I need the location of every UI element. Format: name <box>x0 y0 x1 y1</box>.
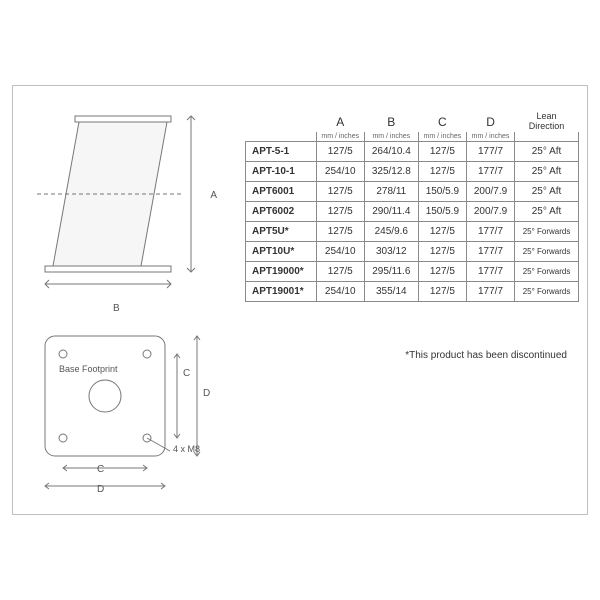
cell-d: 177/7 <box>466 141 514 161</box>
table-row: APT-5-1127/5264/10.4127/5177/725° Aft <box>246 141 579 161</box>
table-row: APT5U*127/5245/9.6127/5177/725° Forwards <box>246 221 579 241</box>
cell-model: APT6001 <box>246 181 317 201</box>
col-lean: LeanDirection <box>515 108 579 132</box>
cell-model: APT6002 <box>246 201 317 221</box>
cell-a: 254/10 <box>316 161 364 181</box>
cell-d: 177/7 <box>466 261 514 281</box>
table-row: APT10U*254/10303/12127/5177/725° Forward… <box>246 241 579 261</box>
cell-lean: 25° Aft <box>515 161 579 181</box>
cell-b: 245/9.6 <box>364 221 418 241</box>
table-units-row: mm / inches mm / inches mm / inches mm /… <box>246 132 579 142</box>
base-footprint-diagram: Base Footprint C D C D 4 x M8 <box>35 326 225 486</box>
col-d: D <box>466 108 514 132</box>
cell-a: 127/5 <box>316 201 364 221</box>
cell-lean: 25° Aft <box>515 201 579 221</box>
cell-c: 150/5.9 <box>418 201 466 221</box>
cell-c: 127/5 <box>418 261 466 281</box>
footnote: *This product has been discontinued <box>405 350 567 361</box>
cell-c: 127/5 <box>418 161 466 181</box>
cell-a: 127/5 <box>316 221 364 241</box>
tower-svg <box>35 108 205 298</box>
dim-c-v: C <box>183 368 190 379</box>
spec-table: A B C D LeanDirection mm / inches mm / i… <box>245 108 579 302</box>
cell-a: 254/10 <box>316 281 364 301</box>
cell-a: 127/5 <box>316 261 364 281</box>
cell-lean: 25° Aft <box>515 181 579 201</box>
col-a: A <box>316 108 364 132</box>
cell-d: 200/7.9 <box>466 201 514 221</box>
dim-c-h: C <box>97 464 104 475</box>
cell-lean: 25° Forwards <box>515 281 579 301</box>
cell-lean: 25° Forwards <box>515 221 579 241</box>
cell-b: 325/12.8 <box>364 161 418 181</box>
col-c: C <box>418 108 466 132</box>
cell-c: 127/5 <box>418 221 466 241</box>
tower-diagram: A B <box>35 108 205 298</box>
cell-a: 254/10 <box>316 241 364 261</box>
cell-a: 127/5 <box>316 181 364 201</box>
cell-b: 303/12 <box>364 241 418 261</box>
cell-model: APT5U* <box>246 221 317 241</box>
cell-lean: 25° Forwards <box>515 261 579 281</box>
dim-a-label: A <box>210 190 217 201</box>
cell-b: 290/11.4 <box>364 201 418 221</box>
cell-model: APT19000* <box>246 261 317 281</box>
cell-model: APT-10-1 <box>246 161 317 181</box>
cell-b: 278/11 <box>364 181 418 201</box>
table-row: APT19000*127/5295/11.6127/5177/725° Forw… <box>246 261 579 281</box>
cell-c: 127/5 <box>418 141 466 161</box>
table-header-letters: A B C D LeanDirection <box>246 108 579 132</box>
base-footprint-label: Base Footprint <box>59 364 118 374</box>
cell-d: 177/7 <box>466 281 514 301</box>
page-frame: A B <box>12 85 588 515</box>
dim-d-h: D <box>97 484 104 495</box>
bolt-note: 4 x M8 <box>173 444 200 454</box>
col-b: B <box>364 108 418 132</box>
cell-d: 177/7 <box>466 161 514 181</box>
cell-d: 177/7 <box>466 241 514 261</box>
cell-model: APT-5-1 <box>246 141 317 161</box>
cell-d: 177/7 <box>466 221 514 241</box>
footprint-svg <box>35 326 225 496</box>
dim-b-label: B <box>113 303 120 314</box>
cell-model: APT10U* <box>246 241 317 261</box>
table-row: APT19001*254/10355/14127/5177/725° Forwa… <box>246 281 579 301</box>
cell-b: 264/10.4 <box>364 141 418 161</box>
cell-a: 127/5 <box>316 141 364 161</box>
cell-c: 150/5.9 <box>418 181 466 201</box>
cell-b: 355/14 <box>364 281 418 301</box>
table-row: APT-10-1254/10325/12.8127/5177/725° Aft <box>246 161 579 181</box>
cell-d: 200/7.9 <box>466 181 514 201</box>
cell-c: 127/5 <box>418 281 466 301</box>
cell-c: 127/5 <box>418 241 466 261</box>
table-body: APT-5-1127/5264/10.4127/5177/725° AftAPT… <box>246 141 579 301</box>
table-row: APT6002127/5290/11.4150/5.9200/7.925° Af… <box>246 201 579 221</box>
cell-lean: 25° Forwards <box>515 241 579 261</box>
cell-model: APT19001* <box>246 281 317 301</box>
cell-b: 295/11.6 <box>364 261 418 281</box>
dim-d-v: D <box>203 388 210 399</box>
table-row: APT6001127/5278/11150/5.9200/7.925° Aft <box>246 181 579 201</box>
cell-lean: 25° Aft <box>515 141 579 161</box>
